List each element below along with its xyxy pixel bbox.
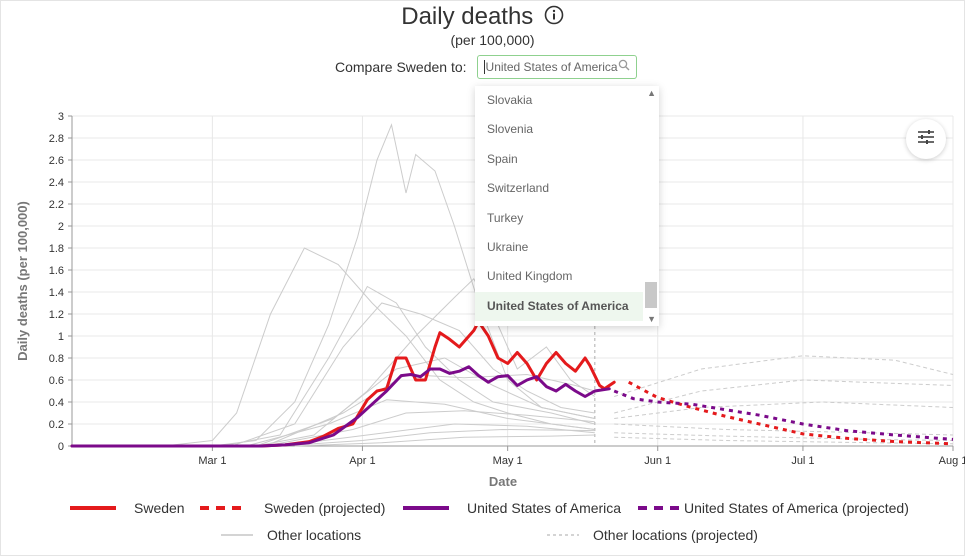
search-icon bbox=[618, 58, 630, 76]
x-axis-label: Date bbox=[489, 474, 517, 489]
compare-label: Compare Sweden to: bbox=[335, 59, 467, 75]
country-dropdown[interactable]: Slovakia Slovenia Spain Switzerland Turkey Uk… bbox=[475, 86, 659, 326]
y-tick-label: 1 bbox=[58, 331, 64, 343]
y-tick-label: 0.6 bbox=[49, 375, 64, 387]
dropdown-item[interactable]: Ukraine bbox=[487, 239, 529, 254]
legend-usa-projected[interactable]: United States of America (projected) bbox=[638, 500, 909, 516]
compare-country-select[interactable]: United States of America bbox=[476, 55, 637, 79]
other-location-projected-line bbox=[614, 432, 954, 441]
y-tick-label: 1.6 bbox=[49, 265, 64, 277]
legend-sweden[interactable]: Sweden bbox=[70, 500, 185, 516]
y-axis-label: Daily deaths (per 100,000) bbox=[15, 201, 30, 361]
x-tick-label: Mar 1 bbox=[198, 455, 226, 467]
x-tick-label: Jul 1 bbox=[791, 455, 814, 467]
legend-sweden-projected[interactable]: Sweden (projected) bbox=[200, 500, 385, 516]
dropdown-item[interactable]: Spain bbox=[487, 151, 518, 166]
y-tick-label: 0.4 bbox=[49, 397, 64, 409]
dropdown-item[interactable]: United Kingdom bbox=[487, 269, 573, 284]
series-line-sweden-projected bbox=[627, 380, 954, 446]
other-location-line bbox=[222, 285, 595, 447]
x-tick-label: May 1 bbox=[493, 455, 523, 467]
dropdown-item[interactable]: Switzerland bbox=[487, 181, 550, 196]
dropdown-item[interactable]: Slovenia bbox=[487, 122, 534, 137]
legend-label-other: Other locations bbox=[267, 527, 362, 543]
compare-row: Compare Sweden to: United States of Amer… bbox=[335, 54, 637, 80]
y-tick-label: 2.6 bbox=[49, 155, 64, 167]
compare-select-value: United States of America bbox=[485, 60, 618, 74]
legend-label-other-projected: Other locations (projected) bbox=[593, 527, 758, 543]
info-icon[interactable] bbox=[544, 5, 564, 30]
other-location-line bbox=[294, 434, 595, 447]
legend-swatch-sweden-projected bbox=[200, 506, 246, 510]
other-location-line bbox=[280, 428, 595, 447]
legend-label-sweden-projected: Sweden (projected) bbox=[264, 500, 386, 516]
other-location-projected-line bbox=[614, 423, 954, 436]
dropdown-list: Slovakia Slovenia Spain Switzerland Turkey Uk… bbox=[475, 86, 659, 322]
chart-title: Daily deaths bbox=[401, 3, 534, 30]
dropdown-item[interactable]: Slovakia bbox=[487, 93, 533, 107]
main-series-layer bbox=[70, 320, 954, 448]
legend-other[interactable]: Other locations bbox=[221, 527, 361, 543]
legend-label-usa-projected: United States of America (projected) bbox=[684, 500, 909, 516]
y-tick-label: 0.8 bbox=[49, 353, 64, 365]
other-location-line bbox=[246, 399, 595, 447]
y-tick-label: 2.8 bbox=[49, 133, 64, 145]
other-location-line bbox=[231, 302, 595, 447]
other-location-line bbox=[163, 247, 595, 447]
legend-swatch-sweden bbox=[70, 506, 116, 510]
legend-swatch-other bbox=[221, 534, 253, 536]
scrollbar-thumb[interactable] bbox=[645, 282, 657, 308]
x-tick-label: Aug 1 bbox=[939, 455, 965, 467]
other-location-line bbox=[265, 373, 595, 447]
y-tick-label: 1.2 bbox=[49, 309, 64, 321]
scroll-up-icon[interactable]: ▲ bbox=[647, 88, 656, 98]
x-tick-label: Apr 1 bbox=[349, 455, 375, 467]
other-location-line bbox=[255, 357, 595, 447]
scroll-down-icon[interactable]: ▼ bbox=[647, 314, 656, 324]
sliders-icon bbox=[917, 129, 935, 150]
settings-button[interactable] bbox=[906, 119, 946, 159]
other-location-projected-line bbox=[614, 379, 954, 414]
legend-swatch-usa bbox=[403, 506, 449, 510]
dropdown-item[interactable]: United States of America bbox=[475, 291, 659, 322]
other-location-projected-line bbox=[614, 401, 954, 419]
y-tick-label: 2.2 bbox=[49, 199, 64, 211]
y-tick-label: 1.4 bbox=[49, 287, 64, 299]
legend-usa[interactable]: United States of America bbox=[403, 500, 621, 516]
dropdown-scrollbar[interactable]: ▲ ▼ bbox=[643, 86, 659, 326]
dropdown-item[interactable]: Turkey bbox=[487, 210, 524, 225]
series-line-united-states-of-america-projected bbox=[613, 389, 954, 441]
other-location-line bbox=[280, 423, 595, 447]
legend-swatch-usa-projected bbox=[638, 506, 684, 510]
text-caret bbox=[483, 60, 485, 74]
y-tick-label: 2 bbox=[58, 221, 64, 233]
legend-label-sweden: Sweden bbox=[134, 500, 185, 516]
chart-subtitle: (per 100,000) bbox=[450, 32, 535, 48]
title-row: Daily deaths bbox=[0, 3, 965, 31]
y-tick-label: 3 bbox=[58, 111, 64, 123]
y-tick-label: 2.4 bbox=[49, 177, 64, 189]
x-tick-label: Jun 1 bbox=[644, 455, 671, 467]
series-line-united-states-of-america bbox=[70, 365, 611, 448]
legend-swatch-other-projected bbox=[547, 534, 579, 536]
other-location-projected-line bbox=[614, 355, 954, 397]
y-tick-label: 0 bbox=[58, 441, 64, 453]
legend-other-projected[interactable]: Other locations (projected) bbox=[547, 527, 758, 543]
legend-label-usa: United States of America bbox=[467, 500, 622, 516]
y-tick-label: 0.2 bbox=[49, 419, 64, 431]
y-tick-label: 1.8 bbox=[49, 243, 64, 255]
